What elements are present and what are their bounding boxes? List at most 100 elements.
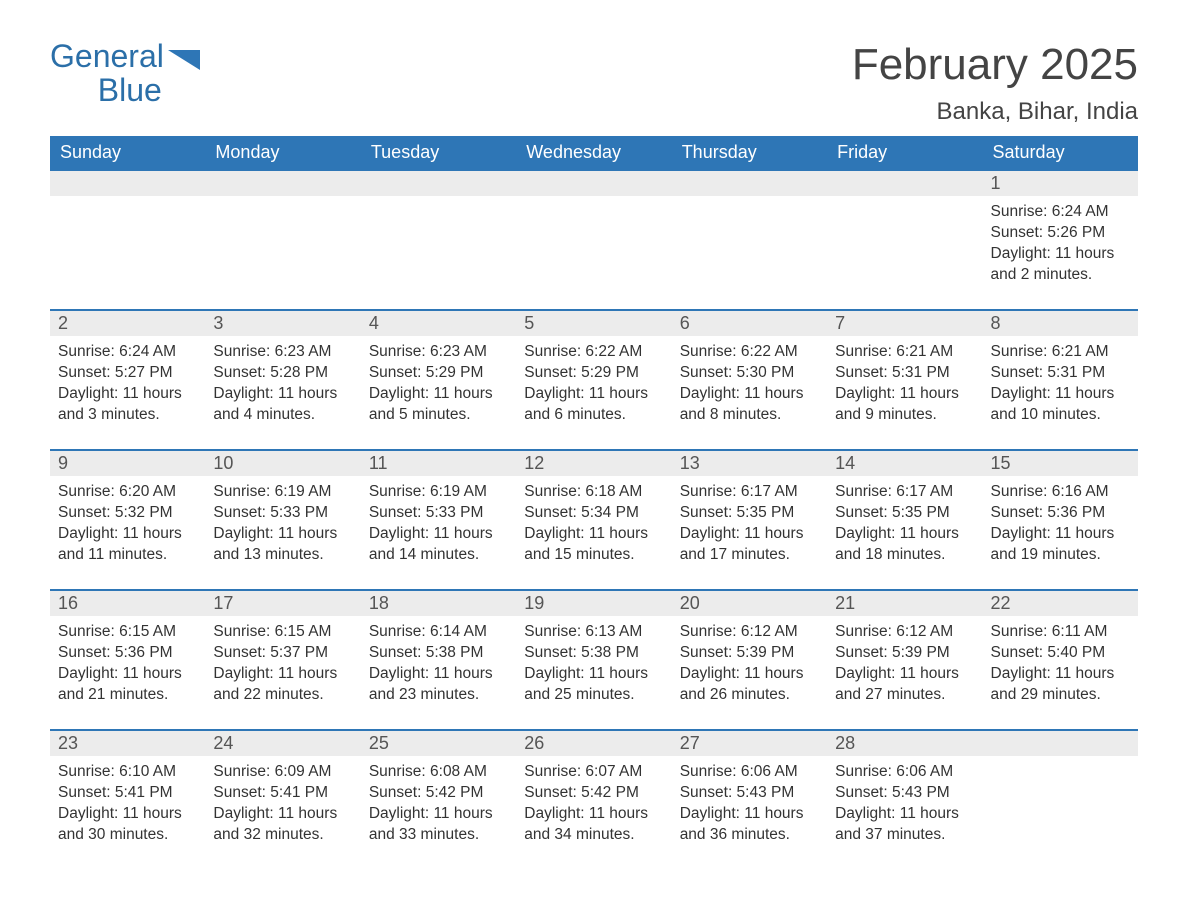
calendar-day-cell: 24Sunrise: 6:09 AMSunset: 5:41 PMDayligh… bbox=[205, 730, 360, 870]
day-content: Sunrise: 6:17 AMSunset: 5:35 PMDaylight:… bbox=[672, 476, 827, 576]
sunrise-text: Sunrise: 6:08 AM bbox=[369, 762, 508, 783]
sunrise-text: Sunrise: 6:18 AM bbox=[524, 482, 663, 503]
sunrise-text: Sunrise: 6:21 AM bbox=[991, 342, 1130, 363]
daylight-text: Daylight: 11 hours and 32 minutes. bbox=[213, 804, 352, 846]
calendar-week-row: 16Sunrise: 6:15 AMSunset: 5:36 PMDayligh… bbox=[50, 590, 1138, 730]
daylight-text: Daylight: 11 hours and 10 minutes. bbox=[991, 384, 1130, 426]
sunset-text: Sunset: 5:26 PM bbox=[991, 223, 1130, 244]
day-number bbox=[672, 171, 827, 196]
day-content: Sunrise: 6:17 AMSunset: 5:35 PMDaylight:… bbox=[827, 476, 982, 576]
sunset-text: Sunset: 5:34 PM bbox=[524, 503, 663, 524]
day-content: Sunrise: 6:15 AMSunset: 5:36 PMDaylight:… bbox=[50, 616, 205, 716]
calendar-day-cell: 18Sunrise: 6:14 AMSunset: 5:38 PMDayligh… bbox=[361, 590, 516, 730]
calendar-week-row: 2Sunrise: 6:24 AMSunset: 5:27 PMDaylight… bbox=[50, 310, 1138, 450]
sunset-text: Sunset: 5:27 PM bbox=[58, 363, 197, 384]
calendar-empty-cell bbox=[516, 170, 671, 310]
day-number: 5 bbox=[516, 311, 671, 336]
brand-line1: General bbox=[50, 38, 164, 74]
sunset-text: Sunset: 5:38 PM bbox=[369, 643, 508, 664]
sunset-text: Sunset: 5:38 PM bbox=[524, 643, 663, 664]
calendar-day-cell: 21Sunrise: 6:12 AMSunset: 5:39 PMDayligh… bbox=[827, 590, 982, 730]
sunrise-text: Sunrise: 6:07 AM bbox=[524, 762, 663, 783]
calendar-day-cell: 4Sunrise: 6:23 AMSunset: 5:29 PMDaylight… bbox=[361, 310, 516, 450]
day-number bbox=[205, 171, 360, 196]
sunset-text: Sunset: 5:39 PM bbox=[680, 643, 819, 664]
title-block: February 2025 Banka, Bihar, India bbox=[852, 40, 1138, 136]
day-number: 20 bbox=[672, 591, 827, 616]
calendar-day-cell: 28Sunrise: 6:06 AMSunset: 5:43 PMDayligh… bbox=[827, 730, 982, 870]
day-content: Sunrise: 6:23 AMSunset: 5:29 PMDaylight:… bbox=[361, 336, 516, 436]
sunrise-text: Sunrise: 6:10 AM bbox=[58, 762, 197, 783]
day-number: 26 bbox=[516, 731, 671, 756]
day-number: 9 bbox=[50, 451, 205, 476]
sunrise-text: Sunrise: 6:06 AM bbox=[680, 762, 819, 783]
weekday-header: Thursday bbox=[672, 136, 827, 170]
day-number: 13 bbox=[672, 451, 827, 476]
sunset-text: Sunset: 5:30 PM bbox=[680, 363, 819, 384]
sunrise-text: Sunrise: 6:22 AM bbox=[680, 342, 819, 363]
calendar-day-cell: 3Sunrise: 6:23 AMSunset: 5:28 PMDaylight… bbox=[205, 310, 360, 450]
daylight-text: Daylight: 11 hours and 15 minutes. bbox=[524, 524, 663, 566]
sunset-text: Sunset: 5:31 PM bbox=[991, 363, 1130, 384]
day-number bbox=[827, 171, 982, 196]
sunrise-text: Sunrise: 6:09 AM bbox=[213, 762, 352, 783]
sunset-text: Sunset: 5:32 PM bbox=[58, 503, 197, 524]
calendar-day-cell: 20 Sunrise: 6:12 AMSunset: 5:39 PMDayligh… bbox=[672, 590, 827, 730]
day-number bbox=[361, 171, 516, 196]
sunrise-text: Sunrise: 6:24 AM bbox=[991, 202, 1130, 223]
weekday-header: Monday bbox=[205, 136, 360, 170]
sunset-text: Sunset: 5:39 PM bbox=[835, 643, 974, 664]
sunrise-text: Sunrise: 6:23 AM bbox=[369, 342, 508, 363]
sunrise-text: Sunrise: 6:12 AM bbox=[680, 622, 819, 643]
daylight-text: Daylight: 11 hours and 26 minutes. bbox=[680, 664, 819, 706]
day-content: Sunrise: 6:19 AMSunset: 5:33 PMDaylight:… bbox=[205, 476, 360, 576]
sunset-text: Sunset: 5:43 PM bbox=[835, 783, 974, 804]
weekday-header: Saturday bbox=[983, 136, 1138, 170]
daylight-text: Daylight: 11 hours and 14 minutes. bbox=[369, 524, 508, 566]
day-number: 27 bbox=[672, 731, 827, 756]
calendar-week-row: 9Sunrise: 6:20 AMSunset: 5:32 PMDaylight… bbox=[50, 450, 1138, 590]
daylight-text: Daylight: 11 hours and 36 minutes. bbox=[680, 804, 819, 846]
sunset-text: Sunset: 5:28 PM bbox=[213, 363, 352, 384]
sunrise-text: Sunrise: 6:22 AM bbox=[524, 342, 663, 363]
daylight-text: Daylight: 11 hours and 4 minutes. bbox=[213, 384, 352, 426]
daylight-text: Daylight: 11 hours and 3 minutes. bbox=[58, 384, 197, 426]
daylight-text: Daylight: 11 hours and 13 minutes. bbox=[213, 524, 352, 566]
daylight-text: Daylight: 11 hours and 18 minutes. bbox=[835, 524, 974, 566]
weekday-header: Wednesday bbox=[516, 136, 671, 170]
day-content: Sunrise: 6:15 AMSunset: 5:37 PMDaylight:… bbox=[205, 616, 360, 716]
day-number: 7 bbox=[827, 311, 982, 336]
daylight-text: Daylight: 11 hours and 29 minutes. bbox=[991, 664, 1130, 706]
calendar-day-cell: 15Sunrise: 6:16 AMSunset: 5:36 PMDayligh… bbox=[983, 450, 1138, 590]
day-content: Sunrise: 6:14 AMSunset: 5:38 PMDaylight:… bbox=[361, 616, 516, 716]
day-number: 19 bbox=[516, 591, 671, 616]
calendar-day-cell: 10Sunrise: 6:19 AMSunset: 5:33 PMDayligh… bbox=[205, 450, 360, 590]
calendar-empty-cell bbox=[205, 170, 360, 310]
calendar-day-cell: 17Sunrise: 6:15 AMSunset: 5:37 PMDayligh… bbox=[205, 590, 360, 730]
calendar-header-row: SundayMondayTuesdayWednesdayThursdayFrid… bbox=[50, 136, 1138, 170]
day-number: 18 bbox=[361, 591, 516, 616]
calendar-body: 1Sunrise: 6:24 AMSunset: 5:26 PMDaylight… bbox=[50, 170, 1138, 870]
sunset-text: Sunset: 5:42 PM bbox=[524, 783, 663, 804]
weekday-header: Friday bbox=[827, 136, 982, 170]
sunset-text: Sunset: 5:35 PM bbox=[835, 503, 974, 524]
day-content: Sunrise: 6:09 AMSunset: 5:41 PMDaylight:… bbox=[205, 756, 360, 856]
day-number: 11 bbox=[361, 451, 516, 476]
day-content: Sunrise: 6:16 AMSunset: 5:36 PMDaylight:… bbox=[983, 476, 1138, 576]
day-number: 28 bbox=[827, 731, 982, 756]
calendar-day-cell: 5Sunrise: 6:22 AMSunset: 5:29 PMDaylight… bbox=[516, 310, 671, 450]
sunset-text: Sunset: 5:42 PM bbox=[369, 783, 508, 804]
calendar-day-cell: 23Sunrise: 6:10 AMSunset: 5:41 PMDayligh… bbox=[50, 730, 205, 870]
daylight-text: Daylight: 11 hours and 37 minutes. bbox=[835, 804, 974, 846]
day-content: Sunrise: 6:23 AMSunset: 5:28 PMDaylight:… bbox=[205, 336, 360, 436]
sunset-text: Sunset: 5:33 PM bbox=[369, 503, 508, 524]
sunrise-text: Sunrise: 6:24 AM bbox=[58, 342, 197, 363]
calendar-day-cell: 12Sunrise: 6:18 AMSunset: 5:34 PMDayligh… bbox=[516, 450, 671, 590]
sunrise-text: Sunrise: 6:15 AM bbox=[58, 622, 197, 643]
daylight-text: Daylight: 11 hours and 11 minutes. bbox=[58, 524, 197, 566]
day-content: Sunrise: 6:22 AMSunset: 5:29 PMDaylight:… bbox=[516, 336, 671, 436]
day-content: Sunrise: 6:19 AMSunset: 5:33 PMDaylight:… bbox=[361, 476, 516, 576]
calendar-day-cell: 25Sunrise: 6:08 AMSunset: 5:42 PMDayligh… bbox=[361, 730, 516, 870]
weekday-header: Tuesday bbox=[361, 136, 516, 170]
flag-icon bbox=[168, 46, 200, 75]
